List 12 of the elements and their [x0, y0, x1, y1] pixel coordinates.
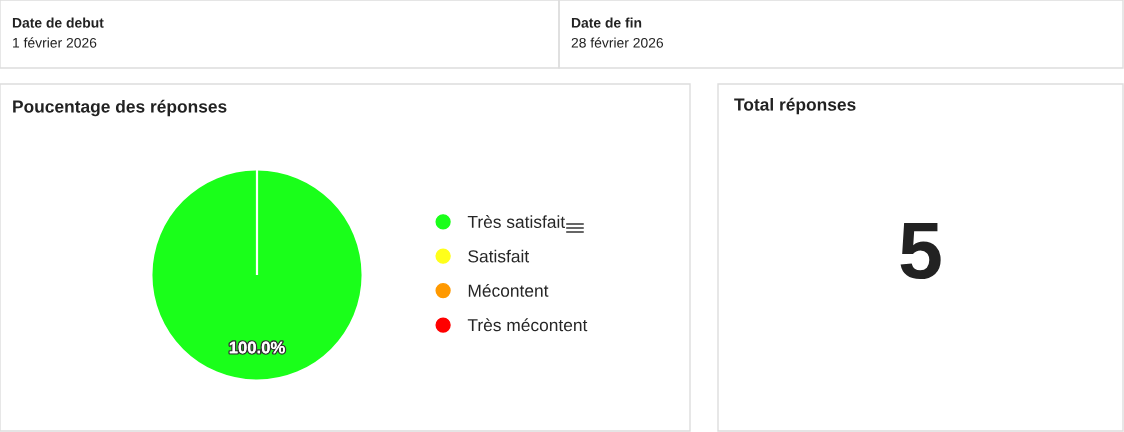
legend-label: Mécontent	[468, 283, 549, 297]
text: Total réponses	[734, 97, 856, 115]
legend-label: Satisfait	[468, 249, 530, 263]
legend-label: Très mécontent	[467, 318, 588, 332]
chart-title: Poucentage des réponses	[13, 99, 227, 117]
text: Date de fin	[571, 17, 642, 28]
legend-label: Très satisfait	[467, 215, 566, 229]
text: 5	[900, 222, 941, 280]
data-label: 100.0%	[229, 341, 285, 354]
text: Date de debut	[12, 17, 104, 28]
text: 1 février 2026	[13, 37, 97, 48]
text: 28 février 2026	[571, 37, 664, 48]
